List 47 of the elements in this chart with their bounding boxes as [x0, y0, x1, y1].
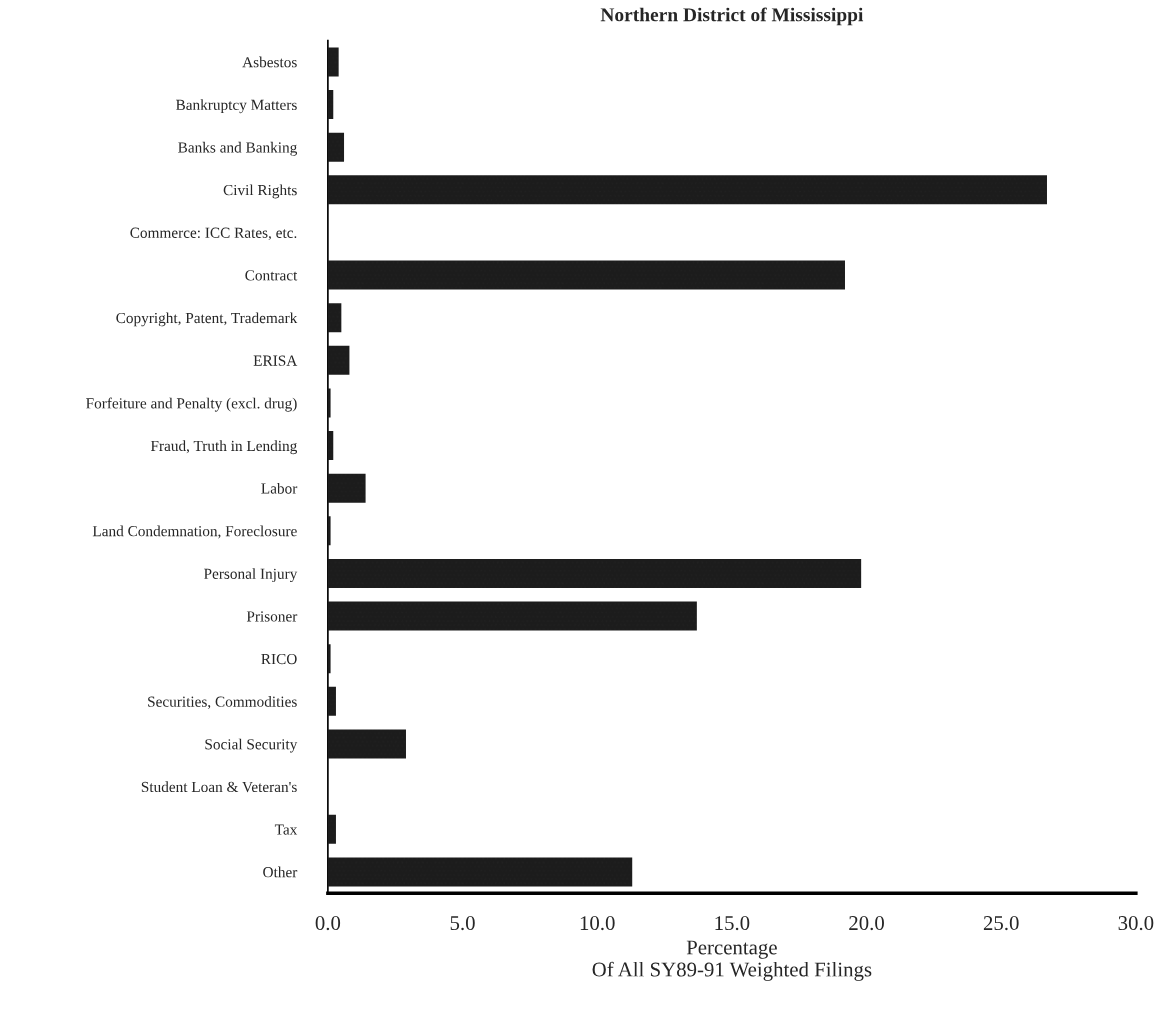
y-tick-label: Banks and Banking	[178, 141, 298, 156]
y-tick-label: Personal Injury	[203, 568, 298, 583]
bar	[327, 601, 697, 631]
y-tick-label: Prisoner	[246, 611, 298, 622]
y-tick-label: RICO	[261, 653, 297, 665]
y-tick-label: Copyright, Patent, Trademark	[116, 312, 298, 327]
bar	[327, 388, 331, 418]
y-tick-label: Securities, Commodities	[148, 696, 297, 710]
bar	[327, 260, 845, 290]
x-axis-title: Percentage Of All SY89-91 Weighted Filings	[592, 940, 872, 981]
x-tick-label: 20.0	[849, 916, 884, 931]
chart-title: Northern District of Mississippi	[600, 7, 864, 26]
y-tick-label: Land Condemnation, Foreclosure	[92, 525, 297, 539]
y-tick-label: Student Loan & Veteran's	[141, 781, 297, 793]
bar	[327, 473, 366, 503]
y-tick-label: Labor	[261, 482, 298, 494]
y-tick-label: Commerce: ICC Rates, etc.	[130, 227, 297, 241]
y-tick-label: Tax	[274, 824, 298, 835]
y-tick-label: Civil Rights	[223, 184, 297, 199]
y-tick-label: Social Security	[205, 738, 298, 753]
y-tick-label: Bankruptcy Matters	[175, 99, 297, 114]
x-tick-label: 25.0	[983, 916, 1019, 931]
x-tick-label: 15.0	[715, 916, 750, 931]
bar	[327, 814, 336, 844]
bar	[327, 303, 342, 333]
x-tick-label: 30.0	[1118, 916, 1154, 931]
y-tick-label: Forfeiture and Penalty (excl. drug)	[86, 397, 297, 412]
bar	[327, 516, 331, 546]
bar	[327, 857, 633, 887]
x-tick-label: 0.0	[315, 916, 341, 931]
bar	[327, 90, 334, 120]
y-tick-label: Asbestos	[242, 56, 297, 68]
bar	[327, 431, 334, 461]
y-tick-label: Other	[263, 866, 298, 878]
bar	[327, 729, 406, 759]
bar	[327, 686, 336, 716]
bar	[327, 175, 1047, 205]
bar	[327, 558, 862, 588]
bar	[327, 345, 350, 375]
y-tick-label: Contract	[245, 270, 298, 281]
x-tick-label: 10.0	[580, 916, 615, 931]
x-tick-label: 5.0	[450, 916, 475, 931]
y-tick-label: Fraud, Truth in Lending	[150, 440, 298, 455]
y-tick-label: ERISA	[253, 355, 298, 366]
bar	[327, 47, 339, 77]
bar	[327, 132, 345, 162]
bar	[327, 644, 331, 674]
